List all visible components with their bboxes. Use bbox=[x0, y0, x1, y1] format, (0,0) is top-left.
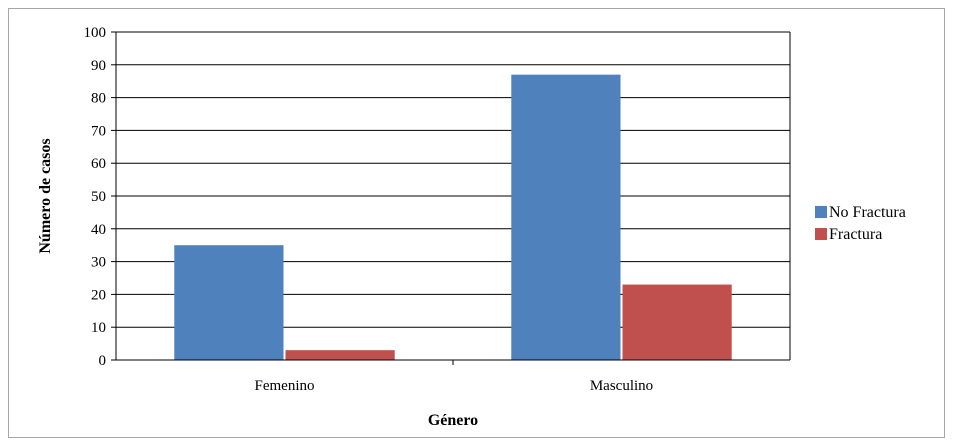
chart-frame bbox=[8, 8, 945, 438]
x-axis-title: Género bbox=[428, 412, 478, 429]
x-tick-label: Masculino bbox=[590, 378, 653, 394]
legend: No Fractura Fractura bbox=[815, 204, 906, 243]
legend-label: No Fractura bbox=[829, 204, 906, 221]
x-tick-labels: Femenino Masculino bbox=[255, 378, 654, 394]
y-axis-title: Número de casos bbox=[37, 138, 54, 253]
y-tick-label: 20 bbox=[91, 287, 106, 303]
y-tick-label: 50 bbox=[91, 189, 106, 205]
y-tick-label: 0 bbox=[99, 353, 107, 369]
y-tick-label: 90 bbox=[91, 58, 106, 74]
y-tick-label: 40 bbox=[91, 222, 106, 238]
y-tick-labels: 0 10 20 30 40 50 60 70 80 90 100 bbox=[84, 25, 107, 369]
bar-no-fractura-masculino bbox=[511, 74, 621, 360]
legend-swatch bbox=[815, 206, 827, 218]
y-tick-label: 80 bbox=[91, 91, 106, 107]
y-tick-label: 10 bbox=[91, 320, 106, 336]
y-tick-label: 70 bbox=[91, 123, 106, 139]
y-tick-label: 100 bbox=[84, 25, 107, 41]
legend-swatch bbox=[815, 228, 827, 240]
x-tick-label: Femenino bbox=[255, 378, 315, 394]
bar-no-fractura-femenino bbox=[174, 245, 284, 360]
legend-label: Fractura bbox=[829, 226, 882, 243]
bar-fractura-masculino bbox=[622, 284, 732, 360]
y-tick-label: 60 bbox=[91, 156, 106, 172]
y-tick-label: 30 bbox=[91, 255, 106, 271]
bars bbox=[174, 74, 732, 360]
bar-fractura-femenino bbox=[285, 350, 395, 360]
axes bbox=[111, 31, 791, 365]
